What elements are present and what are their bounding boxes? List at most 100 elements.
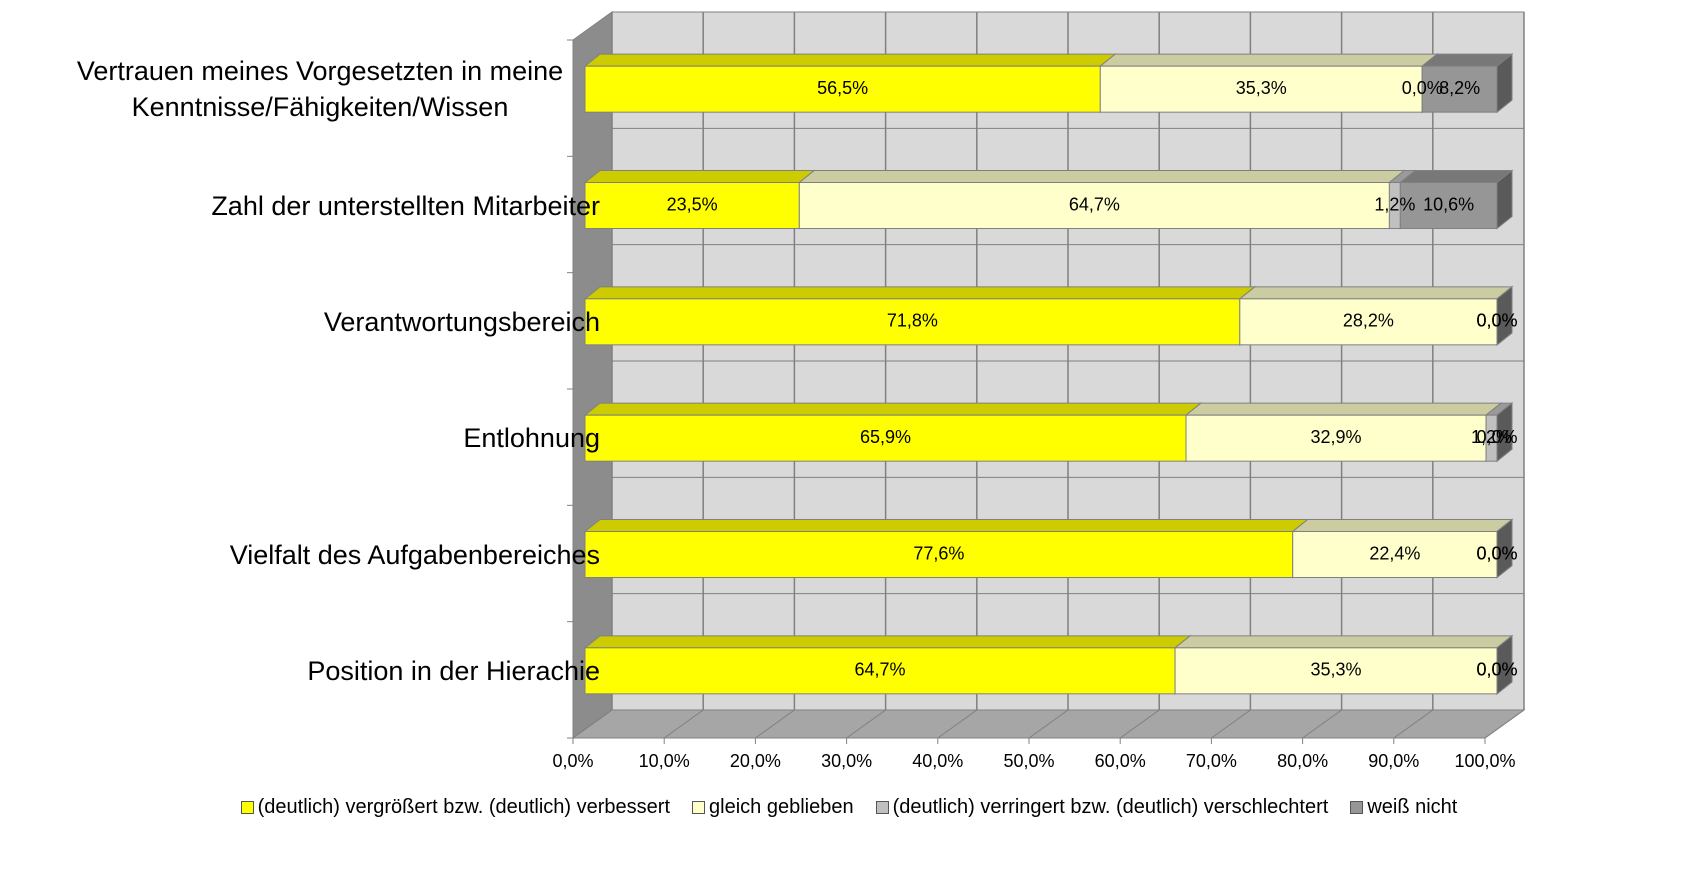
legend-label: (deutlich) vergrößert bzw. (deutlich) ve… [257,796,671,818]
x-tick-label: 40,0% [912,751,963,771]
bar [584,647,1176,695]
category-label: Vielfalt des Aufgabenbereiches [0,537,600,573]
category-label: Position in der Hierachie [0,653,600,689]
floor-grid-line [937,709,978,739]
x-tick-label: 30,0% [821,751,872,771]
floor-grid-line [1028,709,1069,739]
bar-side [1496,402,1513,463]
value-label: 0,0% [1476,427,1517,447]
value-label: 10,6% [1423,194,1474,214]
legend-label: weiß nicht [1367,796,1458,818]
value-label: 0,0% [1476,311,1517,331]
floor-grid-line [1302,709,1342,739]
value-label: 8,2% [1439,78,1480,98]
bar-top [1398,170,1514,183]
bar-top [1238,286,1514,300]
bar [584,414,1187,462]
bar [1421,65,1498,113]
bar-side [1496,518,1513,579]
value-label: 1,2% [1471,427,1512,447]
x-tick-label: 70,0% [1186,751,1237,771]
legend-label: gleich geblieben [709,796,854,818]
bar [1185,414,1487,462]
legend-item: (deutlich) verringert bzw. (deutlich) ve… [875,796,1328,819]
bar-side [1496,634,1513,695]
value-label: 22,4% [1369,543,1420,563]
bar [1399,182,1498,229]
legend-swatch [692,801,706,814]
category-text: Position in der Hierachie [307,655,600,686]
bar [1174,647,1498,695]
value-label: 65,9% [860,427,911,447]
bar-top [1098,53,1439,67]
bar-top [583,53,1117,67]
legend-swatch [875,801,889,814]
bar-top [583,402,1203,416]
legend-swatch [1350,801,1364,814]
value-label: 32,9% [1311,427,1362,447]
legend-item: (deutlich) vergrößert bzw. (deutlich) ve… [240,796,671,819]
category-label: Verantwortungsbereich [0,304,600,340]
value-label: 0,0% [1476,660,1517,680]
value-label: 35,3% [1311,660,1362,680]
bar-side [1496,285,1513,346]
value-label: 0,0% [1476,543,1517,563]
bar-top [583,286,1257,300]
floor-grid-line [1484,709,1525,739]
category-text: Verantwortungsbereich [323,306,600,337]
bar [584,65,1101,113]
x-tick-label: 80,0% [1277,751,1328,771]
bar-top [1291,519,1514,532]
floor-grid-line [1119,709,1160,739]
bar-top [1184,402,1503,416]
legend-swatch [240,801,254,814]
floor-grid-line [572,709,613,739]
category-label: Vertrauen meines Vorgesetzten in meine K… [0,53,600,125]
floor-grid-line [1211,709,1251,739]
legend-item: gleich geblieben [692,796,854,819]
x-tick-label: 100,0% [1454,751,1515,771]
category-label: Entlohnung [0,420,600,456]
bar [1099,65,1423,113]
bar-top [583,635,1192,649]
bar-top [583,170,816,183]
bar-top [797,170,1406,183]
value-label: 0,0% [1402,78,1443,98]
x-tick-label: 0,0% [552,751,593,771]
value-label: 35,3% [1236,78,1287,98]
value-label: 23,5% [667,194,718,214]
category-text: Vertrauen meines Vorgesetzten in meine K… [76,56,564,123]
bar-top [1173,635,1514,649]
x-tick-label: 20,0% [730,751,781,771]
bar [1239,298,1498,346]
value-label: 64,7% [855,660,906,680]
floor-grid-line [846,709,886,739]
category-label: Zahl der unterstellten Mitarbeiter [0,188,600,224]
value-label: 0,0% [1476,660,1517,680]
floor-grid-line [755,709,795,739]
category-text: Zahl der unterstellten Mitarbeiter [211,190,600,221]
value-label: 0,0% [1476,543,1517,563]
value-label: 77,6% [913,543,964,563]
value-label: 0,0% [1476,311,1517,331]
bar [1292,531,1498,578]
category-text: Vielfalt des Aufgabenbereiches [229,539,600,570]
legend: (deutlich) vergrößert bzw. (deutlich) ve… [0,796,1698,819]
floor-grid-line [1393,709,1434,739]
category-text: Entlohnung [463,423,600,454]
bar [584,531,1294,578]
value-label: 71,8% [887,311,938,331]
x-tick-label: 60,0% [1095,751,1146,771]
value-label: 28,2% [1343,311,1394,331]
value-label: 64,7% [1069,194,1120,214]
legend-item: weiß nicht [1350,796,1457,819]
bar [584,298,1241,346]
x-tick-label: 10,0% [639,751,690,771]
floor-grid-line [663,709,704,739]
value-label: 1,2% [1374,194,1415,214]
x-tick-label: 90,0% [1368,751,1419,771]
bar [798,182,1390,229]
value-label: 56,5% [817,78,868,98]
bar-top [583,519,1310,532]
